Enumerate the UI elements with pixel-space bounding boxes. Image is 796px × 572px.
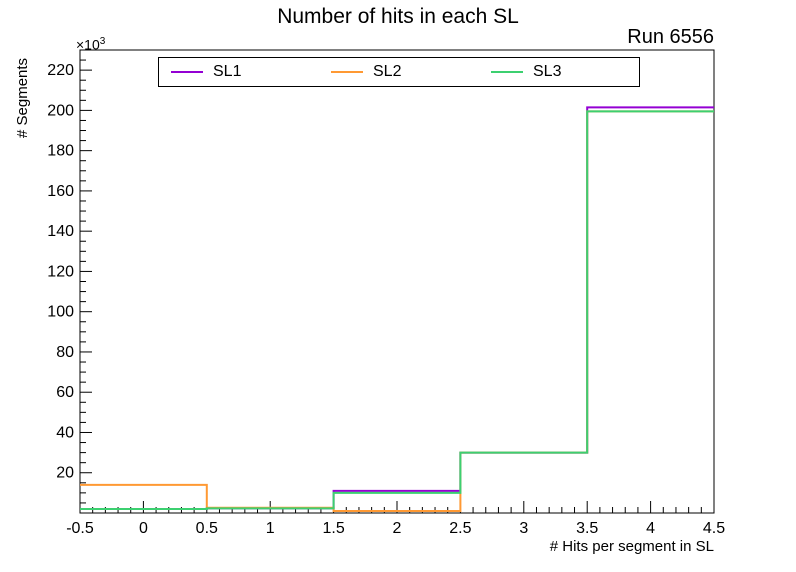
series-line-SL2 — [80, 110, 714, 512]
legend-label-sl2: SL2 — [373, 63, 402, 80]
x-tick-label: 2 — [393, 520, 402, 537]
legend-swatch-sl3 — [491, 71, 523, 73]
y-axis-title: # Segments — [14, 57, 31, 138]
y-tick-label: 40 — [56, 424, 74, 441]
legend-entry-sl3: SL3 — [479, 63, 639, 81]
legend-swatch-sl1 — [171, 71, 203, 73]
y-tick-label: 220 — [47, 62, 74, 79]
x-tick-label: 2.5 — [449, 520, 471, 537]
y-tick-label: 200 — [47, 102, 74, 119]
y-tick-label: 160 — [47, 183, 74, 200]
y-tick-label: 120 — [47, 263, 74, 280]
y-tick-label: 80 — [56, 344, 74, 361]
x-tick-label: 1.5 — [322, 520, 344, 537]
x-tick-label: 3 — [519, 520, 528, 537]
x-tick-label: 4 — [646, 520, 655, 537]
y-axis-power-label: ×103 — [76, 36, 106, 53]
series-line-SL1 — [80, 106, 714, 510]
legend-box: SL1 SL2 SL3 — [158, 57, 640, 87]
legend-swatch-sl2 — [331, 71, 363, 73]
series-line-SL3 — [80, 110, 714, 510]
y-tick-label: 100 — [47, 304, 74, 321]
chart-title: Number of hits in each SL — [277, 5, 519, 28]
y-tick-label: 140 — [47, 223, 74, 240]
plot-frame — [79, 49, 715, 514]
legend-label-sl3: SL3 — [533, 63, 562, 80]
legend-entry-sl1: SL1 — [159, 63, 319, 81]
run-label: Run 6556 — [627, 26, 714, 48]
y-tick-label: 180 — [47, 143, 74, 160]
y-tick-label: 60 — [56, 384, 74, 401]
x-tick-label: 3.5 — [576, 520, 598, 537]
x-axis-title: # Hits per segment in SL — [549, 538, 714, 555]
x-tick-label: -0.5 — [66, 520, 94, 537]
legend-label-sl1: SL1 — [213, 63, 242, 80]
x-tick-label: 1 — [266, 520, 275, 537]
x-tick-label: 4.5 — [703, 520, 725, 537]
y-tick-label: 20 — [56, 465, 74, 482]
x-tick-label: 0.5 — [196, 520, 218, 537]
x-tick-label: 0 — [139, 520, 148, 537]
legend-entry-sl2: SL2 — [319, 63, 479, 81]
